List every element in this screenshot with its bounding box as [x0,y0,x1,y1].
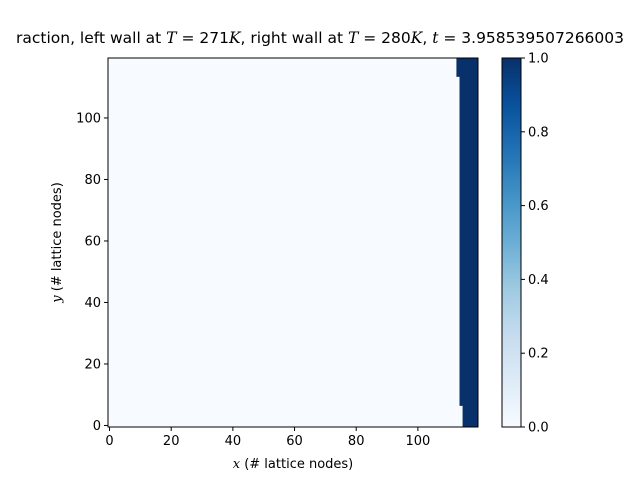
colorbar-tick-label: 0.0 [528,421,549,436]
colorbar-gradient [502,58,521,427]
y-axis-label: y (# lattice nodes) [50,182,65,304]
y-tick-label: 60 [84,234,101,249]
plot-frame [107,57,479,428]
y-tick-label: 0 [93,419,101,434]
heatmap-front-segment [456,58,478,77]
x-axis-label: x (# lattice nodes) [233,457,354,472]
heatmap-front-segment [462,405,478,428]
y-tick-label: 40 [84,296,101,311]
x-axis: 0 20 40 60 80 100 [105,427,430,449]
heatmap-field [108,58,478,428]
x-tick-label: 100 [405,434,430,449]
colorbar: 0.0 0.2 0.4 0.6 0.8 1.0 [501,52,549,436]
y-tick-label: 100 [76,111,101,126]
colorbar-tick-label: 1.0 [528,52,549,67]
colorbar-tick-label: 0.2 [528,347,549,362]
x-tick-label: 80 [348,434,365,449]
colorbar-frame [501,57,522,428]
colorbar-tick-label: 0.6 [528,199,549,214]
y-tick-label: 80 [84,173,101,188]
colorbar-tick-label: 0.8 [528,125,549,140]
colorbar-tick-label: 0.4 [528,273,549,288]
y-tick-label: 20 [84,357,101,372]
chart-title: raction, left wall at T = 271K, right wa… [15,29,625,47]
x-tick-label: 0 [105,434,113,449]
colorbar-axis: 0.0 0.2 0.4 0.6 0.8 1.0 [521,52,549,436]
x-tick-label: 60 [286,434,303,449]
heatmap-front-segment [459,76,478,406]
x-tick-label: 20 [163,434,180,449]
heatmap-background [108,58,478,427]
y-axis: 0 20 40 60 80 100 [76,111,108,434]
x-tick-label: 40 [225,434,242,449]
